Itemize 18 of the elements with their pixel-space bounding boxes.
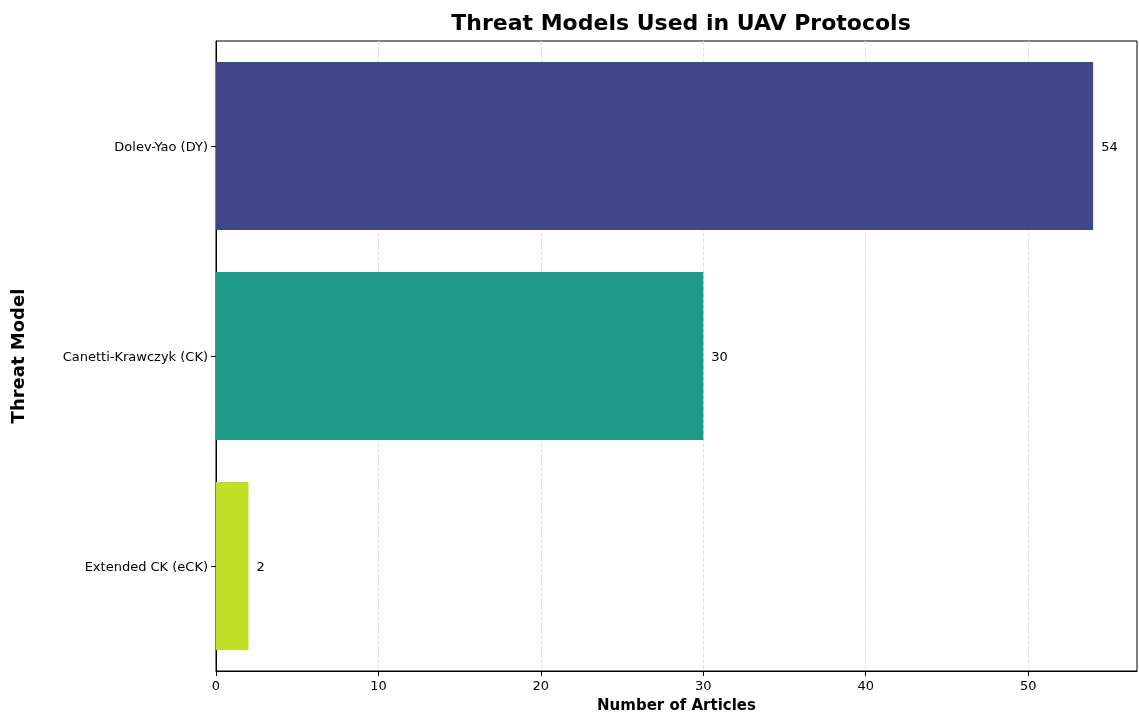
y-tick-label: Canetti-Krawczyk (CK)	[62, 348, 208, 364]
data-label: 2	[256, 558, 265, 574]
bar	[216, 62, 1094, 230]
x-tick-label: 40	[857, 678, 875, 693]
x-axis-title: Number of Articles	[597, 695, 757, 714]
y-axis-title: Threat Model	[6, 288, 28, 424]
bar	[216, 482, 249, 650]
x-tick-label: 50	[1019, 678, 1037, 693]
x-tick-label: 30	[695, 678, 712, 693]
x-tick-label: 20	[532, 678, 550, 693]
x-tick-label: 0	[211, 678, 221, 693]
chart-title: Threat Models Used in UAV Protocols	[451, 9, 911, 35]
y-tick-label: Extended CK (eCK)	[84, 558, 208, 574]
y-tick-label: Dolev-Yao (DY)	[114, 138, 208, 154]
bar	[216, 272, 704, 440]
data-label: 54	[1101, 138, 1118, 154]
x-tick-label: 10	[370, 678, 387, 693]
data-label: 30	[711, 348, 728, 364]
